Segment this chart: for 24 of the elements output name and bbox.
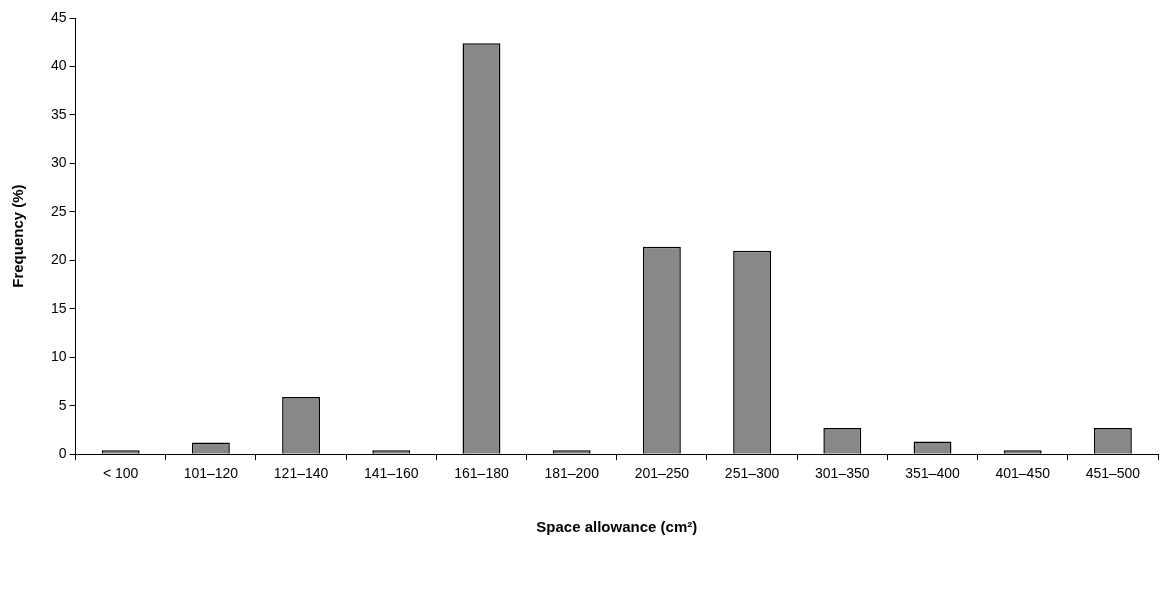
y-tick-label: 10 <box>50 348 67 365</box>
x-tick-label: 181–200 <box>544 465 600 482</box>
y-tick-label: 0 <box>58 445 67 462</box>
y-axis-title: Frequency (%) <box>9 184 27 288</box>
x-tick-label: 201–250 <box>634 465 690 482</box>
y-tick-label: 20 <box>50 251 67 268</box>
y-tick-label: 25 <box>50 202 67 219</box>
x-axis-title: Space allowance (cm²) <box>536 518 698 536</box>
x-tick-label: 141–160 <box>364 465 419 482</box>
y-tick-label: 15 <box>50 299 67 316</box>
y-tick-label: 45 <box>50 8 67 25</box>
y-tick-label: 40 <box>50 57 67 74</box>
x-tick-label: 351–400 <box>905 465 960 482</box>
x-tick-label: 301–350 <box>815 465 870 482</box>
y-tick-label: 5 <box>58 396 67 413</box>
x-tick-label: < 100 <box>102 465 139 482</box>
x-tick-label: 161–180 <box>454 465 509 482</box>
y-tick-label: 35 <box>50 105 67 122</box>
x-tick-label: 101–120 <box>183 465 239 482</box>
x-tick-label: 121–140 <box>273 465 329 482</box>
x-tick-label: 251–300 <box>724 465 780 482</box>
x-tick-label: 451–500 <box>1085 465 1141 482</box>
y-tick-label: 30 <box>50 154 67 171</box>
x-tick-label: 401–450 <box>995 465 1051 482</box>
